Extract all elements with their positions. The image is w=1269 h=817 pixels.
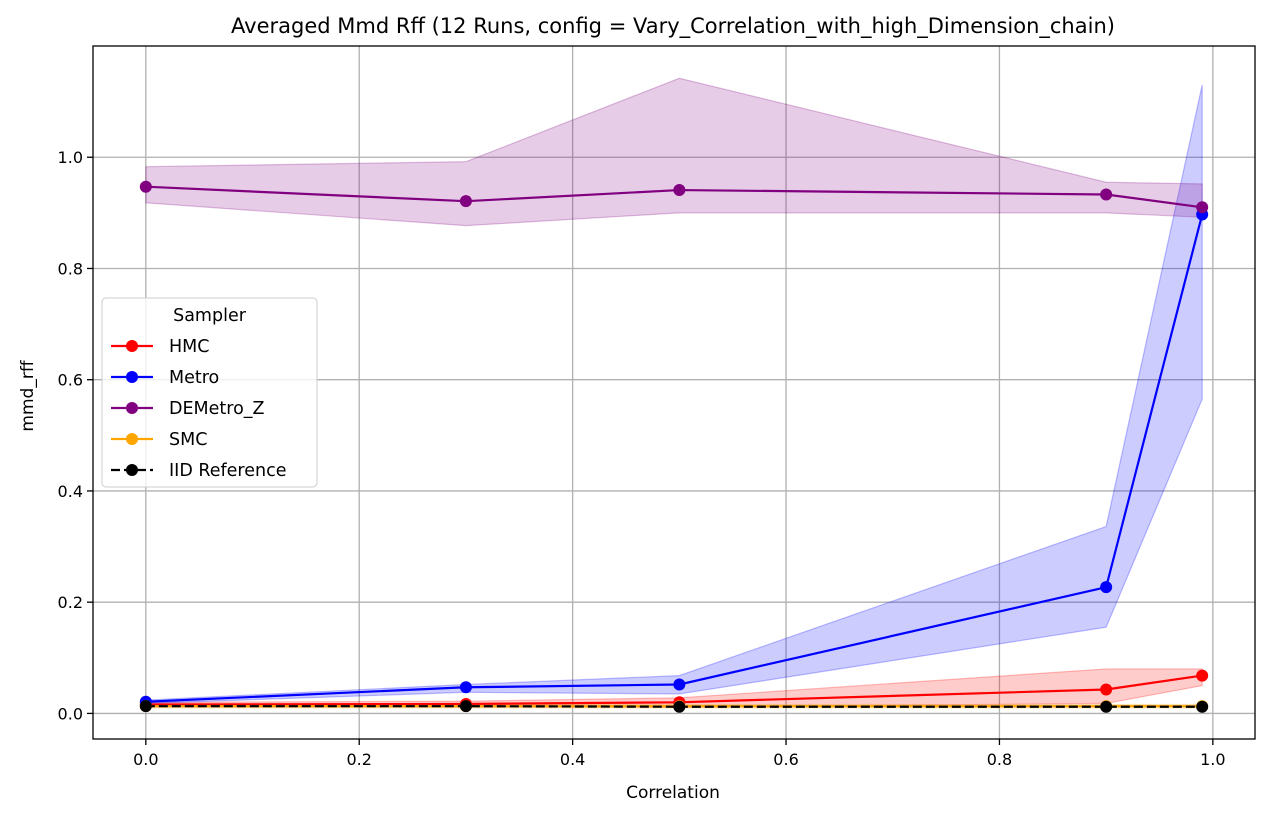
y-tick-label: 0.6 bbox=[58, 371, 83, 390]
x-axis-label: Correlation bbox=[626, 783, 720, 803]
metro-point bbox=[459, 681, 472, 694]
legend-label: DEMetro_Z bbox=[169, 399, 265, 419]
y-tick-label: 0.8 bbox=[58, 259, 83, 278]
hmc-point bbox=[1196, 669, 1209, 682]
x-tick-label: 1.0 bbox=[1200, 750, 1225, 769]
iid-reference-point bbox=[1196, 700, 1209, 713]
legend-label: HMC bbox=[169, 337, 209, 357]
x-tick-label: 0.6 bbox=[773, 750, 798, 769]
hmc-point bbox=[1100, 683, 1113, 696]
iid-reference-point bbox=[673, 700, 686, 713]
legend-entry-iid-reference: IID Reference bbox=[111, 461, 286, 481]
grid bbox=[93, 46, 1255, 739]
y-tick-label: 0.0 bbox=[58, 704, 83, 723]
plot-frame bbox=[92, 45, 1256, 740]
iid-reference-point bbox=[1100, 700, 1113, 713]
data-points bbox=[139, 180, 1209, 713]
chart-title: Averaged Mmd Rff (12 Runs, config = Vary… bbox=[231, 14, 1115, 39]
metro-band bbox=[145, 84, 1203, 705]
x-tick-label: 0.4 bbox=[560, 750, 585, 769]
legend-entry-demetro-z: DEMetro_Z bbox=[111, 399, 265, 419]
legend-swatch-marker bbox=[126, 433, 138, 445]
y-tick-label: 0.2 bbox=[58, 593, 83, 612]
legend: Sampler HMC Metro DEMetro_Z SMC IID Referenc… bbox=[101, 297, 318, 488]
legend-entry-metro: Metro bbox=[111, 368, 219, 388]
y-tick-label: 0.4 bbox=[58, 482, 83, 501]
legend-frame bbox=[101, 297, 318, 488]
legend-swatch-marker bbox=[126, 371, 138, 383]
metro-point bbox=[673, 678, 686, 691]
x-tick-label: 0.2 bbox=[346, 750, 371, 769]
legend-label: Metro bbox=[169, 368, 219, 388]
iid-reference-point bbox=[459, 700, 472, 713]
demetro-z-point bbox=[1100, 188, 1113, 201]
legend-swatch-marker bbox=[126, 340, 138, 352]
metro-point bbox=[1100, 581, 1113, 594]
demetro-z-point bbox=[459, 195, 472, 208]
iid-reference-point bbox=[139, 700, 152, 713]
legend-entry-hmc: HMC bbox=[111, 337, 209, 357]
y-axis-label: mmd_rff bbox=[18, 359, 38, 431]
axis-ticks: 0.0 0.2 0.4 0.6 0.8 1.0 0.0 0.2 0.4 0.6 0.8 1.0 bbox=[58, 148, 1226, 769]
legend-swatch-marker bbox=[126, 402, 138, 414]
legend-title: Sampler bbox=[173, 306, 247, 326]
legend-label: IID Reference bbox=[169, 461, 286, 481]
demetro-z-point bbox=[1196, 201, 1209, 214]
x-tick-label: 0.0 bbox=[133, 750, 158, 769]
y-tick-label: 1.0 bbox=[58, 148, 83, 167]
legend-swatch-marker bbox=[126, 464, 138, 476]
demetro-z-point bbox=[673, 184, 686, 197]
x-tick-label: 0.8 bbox=[987, 750, 1012, 769]
legend-entry-smc: SMC bbox=[111, 430, 207, 450]
legend-label: SMC bbox=[169, 430, 207, 450]
demetro-z-point bbox=[139, 180, 152, 193]
